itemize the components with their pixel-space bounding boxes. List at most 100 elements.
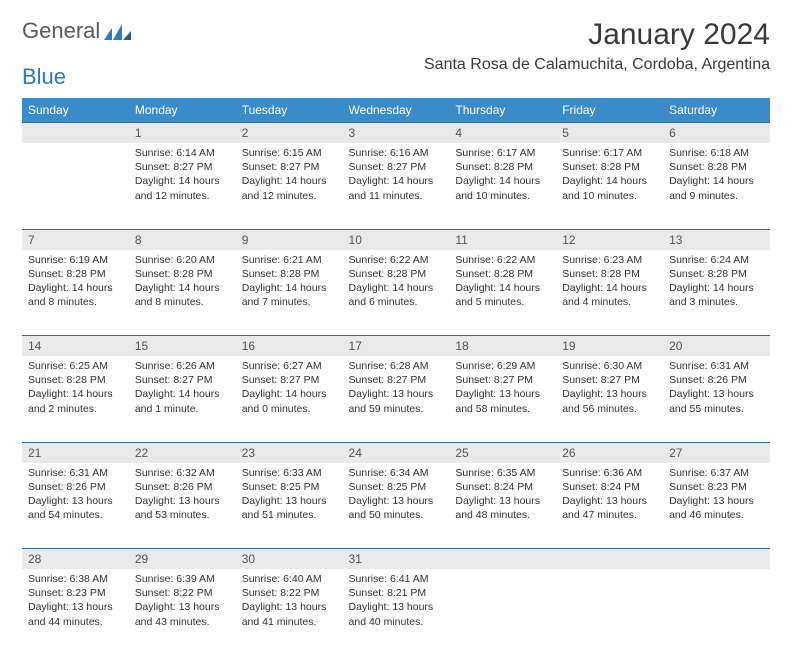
sunrise-label: Sunrise: xyxy=(455,147,496,159)
day-cell xyxy=(663,569,770,655)
sunrise-label: Sunrise: xyxy=(349,360,390,372)
sunset-value: 8:28 PM xyxy=(67,268,106,280)
day-details: Sunrise: 6:21 AMSunset: 8:28 PMDaylight:… xyxy=(236,250,343,316)
sunrise-label: Sunrise: xyxy=(349,254,390,266)
day-cell: Sunrise: 6:35 AMSunset: 8:24 PMDaylight:… xyxy=(449,463,556,549)
day-cell: Sunrise: 6:17 AMSunset: 8:28 PMDaylight:… xyxy=(556,143,663,229)
sunset-label: Sunset: xyxy=(349,374,388,386)
daylight-label: Daylight: xyxy=(562,495,606,507)
day-cell: Sunrise: 6:30 AMSunset: 8:27 PMDaylight:… xyxy=(556,356,663,442)
day-number: 15 xyxy=(129,336,236,357)
sunset-label: Sunset: xyxy=(562,268,601,280)
day-number: 18 xyxy=(449,336,556,357)
sunrise-label: Sunrise: xyxy=(135,147,176,159)
day-number xyxy=(22,123,129,144)
day-number: 27 xyxy=(663,442,770,463)
sunrise-value: 6:34 AM xyxy=(390,467,429,479)
daylight-label: Daylight: xyxy=(242,495,286,507)
day-details: Sunrise: 6:28 AMSunset: 8:27 PMDaylight:… xyxy=(343,356,450,422)
daynum-row: 21222324252627 xyxy=(22,442,770,463)
day-cell: Sunrise: 6:23 AMSunset: 8:28 PMDaylight:… xyxy=(556,250,663,336)
daylight-label: Daylight: xyxy=(242,388,286,400)
day-details: Sunrise: 6:34 AMSunset: 8:25 PMDaylight:… xyxy=(343,463,450,529)
day-details: Sunrise: 6:23 AMSunset: 8:28 PMDaylight:… xyxy=(556,250,663,316)
daylight-label: Daylight: xyxy=(455,388,499,400)
daynum-row: 14151617181920 xyxy=(22,336,770,357)
sunrise-label: Sunrise: xyxy=(242,573,283,585)
daylight-label: Daylight: xyxy=(135,388,179,400)
sunset-label: Sunset: xyxy=(242,374,281,386)
sunset-label: Sunset: xyxy=(135,161,174,173)
daylight-label: Daylight: xyxy=(562,175,606,187)
sunset-value: 8:27 PM xyxy=(387,161,426,173)
sunset-value: 8:27 PM xyxy=(173,161,212,173)
daylight-label: Daylight: xyxy=(28,388,72,400)
daylight-label: Daylight: xyxy=(669,495,713,507)
sunrise-value: 6:32 AM xyxy=(176,467,215,479)
sunrise-value: 6:21 AM xyxy=(283,254,322,266)
day-details: Sunrise: 6:17 AMSunset: 8:28 PMDaylight:… xyxy=(556,143,663,209)
sunrise-value: 6:37 AM xyxy=(711,467,750,479)
sunrise-label: Sunrise: xyxy=(135,467,176,479)
sunset-label: Sunset: xyxy=(455,481,494,493)
day-number: 20 xyxy=(663,336,770,357)
day-number: 21 xyxy=(22,442,129,463)
day-details: Sunrise: 6:19 AMSunset: 8:28 PMDaylight:… xyxy=(22,250,129,316)
sunrise-value: 6:16 AM xyxy=(390,147,429,159)
sunrise-label: Sunrise: xyxy=(455,254,496,266)
day-number: 14 xyxy=(22,336,129,357)
sunrise-value: 6:17 AM xyxy=(604,147,643,159)
sunset-label: Sunset: xyxy=(562,161,601,173)
sunset-label: Sunset: xyxy=(669,268,708,280)
day-number: 9 xyxy=(236,229,343,250)
sunrise-value: 6:18 AM xyxy=(711,147,750,159)
logo-text-1: General xyxy=(22,18,100,44)
sunset-label: Sunset: xyxy=(242,587,281,599)
sunset-value: 8:27 PM xyxy=(173,374,212,386)
day-cell: Sunrise: 6:27 AMSunset: 8:27 PMDaylight:… xyxy=(236,356,343,442)
day-details: Sunrise: 6:38 AMSunset: 8:23 PMDaylight:… xyxy=(22,569,129,635)
day-number: 25 xyxy=(449,442,556,463)
day-number: 5 xyxy=(556,123,663,144)
day-details: Sunrise: 6:17 AMSunset: 8:28 PMDaylight:… xyxy=(449,143,556,209)
sunrise-value: 6:22 AM xyxy=(390,254,429,266)
day-number: 10 xyxy=(343,229,450,250)
day-details: Sunrise: 6:22 AMSunset: 8:28 PMDaylight:… xyxy=(449,250,556,316)
sunset-value: 8:26 PM xyxy=(173,481,212,493)
day-cell: Sunrise: 6:41 AMSunset: 8:21 PMDaylight:… xyxy=(343,569,450,655)
sunset-label: Sunset: xyxy=(455,268,494,280)
day-cell: Sunrise: 6:31 AMSunset: 8:26 PMDaylight:… xyxy=(22,463,129,549)
day-cell: Sunrise: 6:20 AMSunset: 8:28 PMDaylight:… xyxy=(129,250,236,336)
sunrise-label: Sunrise: xyxy=(242,147,283,159)
day-number: 24 xyxy=(343,442,450,463)
weekday-header: Saturday xyxy=(663,98,770,123)
sunset-label: Sunset: xyxy=(242,161,281,173)
day-details: Sunrise: 6:20 AMSunset: 8:28 PMDaylight:… xyxy=(129,250,236,316)
sunset-value: 8:28 PM xyxy=(387,268,426,280)
day-details: Sunrise: 6:29 AMSunset: 8:27 PMDaylight:… xyxy=(449,356,556,422)
sunrise-label: Sunrise: xyxy=(562,254,603,266)
day-details: Sunrise: 6:18 AMSunset: 8:28 PMDaylight:… xyxy=(663,143,770,209)
day-cell: Sunrise: 6:22 AMSunset: 8:28 PMDaylight:… xyxy=(343,250,450,336)
daynum-row: 78910111213 xyxy=(22,229,770,250)
daylight-label: Daylight: xyxy=(349,495,393,507)
day-number: 17 xyxy=(343,336,450,357)
sunset-label: Sunset: xyxy=(562,481,601,493)
sunrise-label: Sunrise: xyxy=(562,467,603,479)
sunset-label: Sunset: xyxy=(349,587,388,599)
sunrise-label: Sunrise: xyxy=(135,254,176,266)
sunrise-label: Sunrise: xyxy=(349,467,390,479)
sunset-label: Sunset: xyxy=(28,268,67,280)
sunset-label: Sunset: xyxy=(669,481,708,493)
day-number: 26 xyxy=(556,442,663,463)
daylight-label: Daylight: xyxy=(455,282,499,294)
sunrise-value: 6:26 AM xyxy=(176,360,215,372)
day-details: Sunrise: 6:36 AMSunset: 8:24 PMDaylight:… xyxy=(556,463,663,529)
daynum-row: 123456 xyxy=(22,123,770,144)
day-number: 28 xyxy=(22,549,129,570)
sunset-label: Sunset: xyxy=(349,161,388,173)
day-details: Sunrise: 6:27 AMSunset: 8:27 PMDaylight:… xyxy=(236,356,343,422)
sunset-value: 8:28 PM xyxy=(494,161,533,173)
sunset-value: 8:24 PM xyxy=(494,481,533,493)
sunset-label: Sunset: xyxy=(669,161,708,173)
